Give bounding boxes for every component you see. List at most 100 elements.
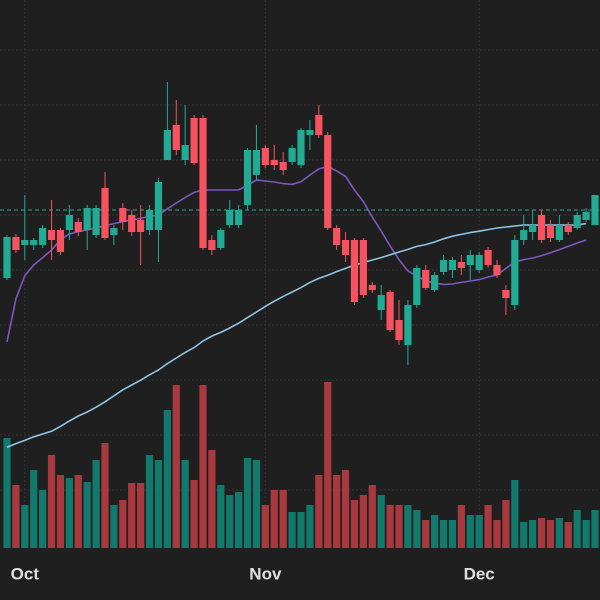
candle-body	[484, 250, 492, 265]
candle-body	[395, 320, 403, 340]
candle-body	[30, 240, 38, 245]
volume-bar	[243, 458, 252, 548]
candle-body	[297, 130, 305, 165]
volume-bar	[377, 495, 385, 548]
volume-bar	[546, 520, 555, 548]
volume-bar	[564, 522, 572, 548]
volume-bar	[279, 490, 287, 548]
candle-body	[279, 162, 287, 170]
candle-body	[333, 228, 341, 245]
volume-bar	[261, 505, 269, 548]
candle-body	[119, 208, 127, 222]
moving-average	[6, 222, 587, 448]
candle-body	[3, 237, 11, 278]
volume-bar	[163, 410, 171, 548]
volume-bar	[350, 500, 359, 548]
candle-body	[529, 225, 537, 232]
candle-body	[163, 130, 171, 160]
volume-bar	[368, 485, 376, 548]
volume-bar	[466, 515, 474, 548]
volume-bar	[145, 455, 154, 548]
volume-bar	[431, 515, 439, 548]
volume-bar	[448, 520, 457, 548]
volume-bar	[74, 475, 82, 548]
volume-bar	[101, 443, 109, 548]
candle-body	[466, 255, 474, 265]
candle-body	[74, 222, 82, 232]
candle-body	[56, 230, 65, 252]
candle-body	[190, 118, 198, 163]
candle-body	[315, 115, 323, 135]
volume-bar	[83, 482, 91, 548]
candle-body	[350, 240, 359, 302]
volume-bar	[92, 460, 100, 548]
candle-body	[413, 268, 421, 305]
volume-bar	[137, 483, 145, 548]
volume-bar	[386, 505, 394, 548]
candle-body	[172, 125, 180, 150]
candle-body	[573, 215, 581, 228]
volume-bar	[315, 475, 323, 548]
volume-bar	[288, 512, 296, 548]
candle-body	[12, 237, 20, 250]
candle-body	[92, 208, 100, 235]
volume-bar	[12, 485, 20, 548]
volume-bar	[333, 475, 341, 548]
candle-body	[208, 240, 216, 250]
candle-body	[39, 228, 47, 245]
candle-body	[270, 160, 278, 165]
volume-bar	[573, 510, 581, 548]
candle-body	[555, 225, 563, 240]
candle-body	[368, 285, 376, 290]
volume-bar	[181, 460, 189, 548]
volume-bar	[226, 495, 234, 548]
candle-body	[181, 145, 189, 160]
volume-bar	[537, 518, 546, 548]
candle-body	[154, 182, 163, 230]
volume-bar	[591, 510, 599, 548]
x-tick-label: Nov	[249, 564, 282, 583]
volume-bar	[413, 510, 421, 548]
volume-bar	[324, 382, 332, 548]
volume-bar	[21, 505, 29, 548]
volume-bar	[404, 505, 412, 548]
candle-body	[21, 240, 29, 245]
candle-body	[217, 230, 225, 248]
volume-bar	[119, 500, 127, 548]
candle-body	[83, 208, 91, 230]
volume-bar	[217, 485, 225, 548]
volume-bar	[154, 460, 163, 548]
volume-bar	[172, 385, 180, 548]
volume-bar	[199, 385, 207, 548]
candle-body	[422, 270, 430, 288]
candle-body	[128, 215, 136, 232]
volume-bar	[110, 505, 118, 548]
candle-body	[306, 130, 314, 135]
volume-bar	[511, 480, 519, 548]
candle-body	[377, 295, 385, 310]
volume-bar	[341, 470, 350, 548]
candle-body	[582, 212, 590, 220]
candle-body	[457, 262, 465, 268]
volume-bar	[582, 520, 590, 548]
volume-bar	[270, 490, 278, 548]
volume-bar	[457, 505, 465, 548]
candle-body	[537, 215, 546, 240]
volume-bar	[422, 520, 430, 548]
candle-body	[591, 195, 599, 225]
candle-body	[493, 265, 501, 275]
volume-bar	[47, 455, 56, 548]
candle-body	[439, 260, 448, 272]
volume-bar	[39, 490, 47, 548]
candle-body	[199, 118, 207, 248]
candle-body	[448, 260, 457, 270]
candle-body	[564, 225, 572, 232]
candle-body	[546, 225, 555, 238]
volume-bar	[502, 500, 510, 548]
x-tick-label: Dec	[464, 564, 495, 583]
candle-body	[137, 220, 145, 232]
candle-body	[226, 210, 234, 225]
volume-bar	[520, 522, 528, 548]
